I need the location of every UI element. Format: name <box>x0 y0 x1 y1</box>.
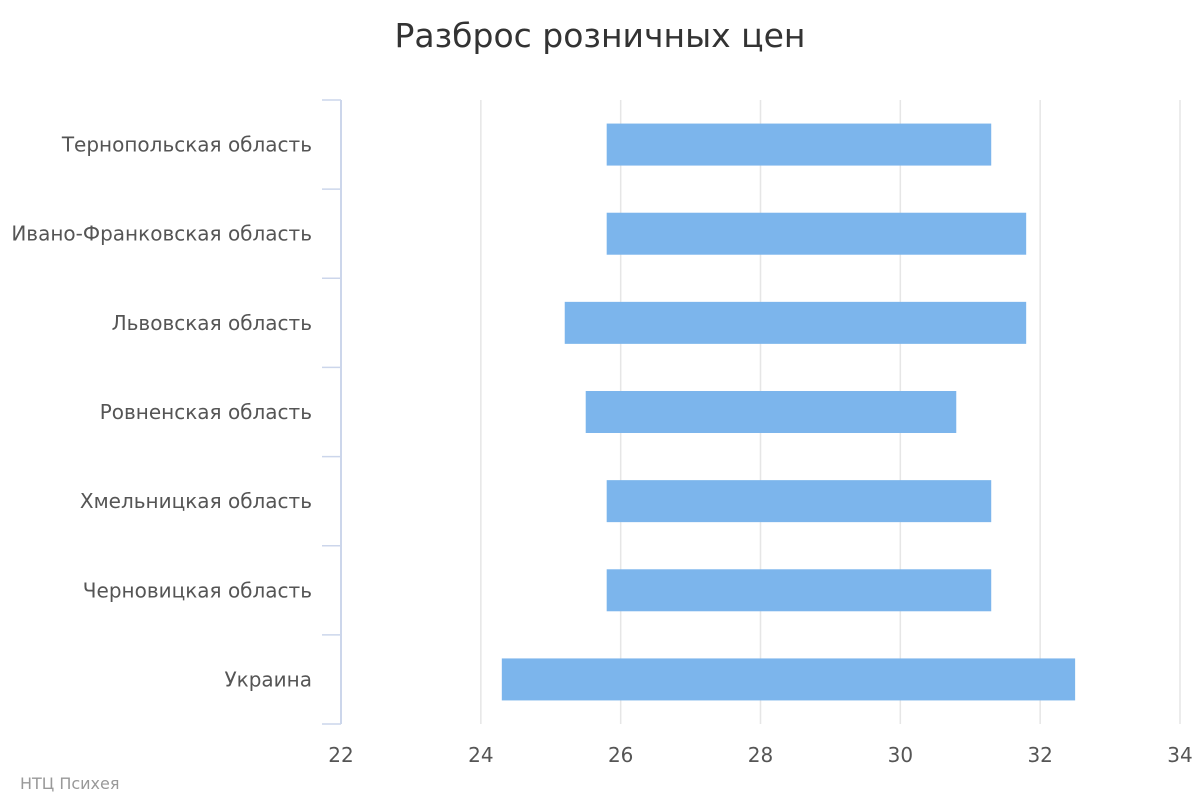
range-bar[interactable] <box>501 658 1076 701</box>
category-label: Ровненская область <box>100 400 312 424</box>
x-tick-label: 34 <box>1167 743 1192 767</box>
range-bar[interactable] <box>606 212 1027 255</box>
bar-series <box>501 123 1076 701</box>
category-label: Черновицкая область <box>83 578 312 602</box>
category-label: Ивано-Франковская область <box>11 222 312 246</box>
x-axis-tick-labels: 22 24 26 28 30 32 34 <box>328 743 1192 767</box>
x-tick-label: 22 <box>328 743 353 767</box>
range-bar[interactable] <box>606 569 992 612</box>
category-label: Львовская область <box>112 311 312 335</box>
x-tick-label: 32 <box>1027 743 1052 767</box>
range-bar[interactable] <box>585 391 957 433</box>
credits-label[interactable]: НТЦ Психея <box>20 774 120 793</box>
chart-title: Разброс розничных цен <box>395 16 806 55</box>
category-label: Тернопольская область <box>61 133 312 157</box>
x-tick-label: 24 <box>468 743 493 767</box>
category-labels: Тернопольская область Ивано-Франковская о… <box>11 133 312 692</box>
category-label: Украина <box>224 667 312 691</box>
category-axis <box>322 99 342 725</box>
category-label: Хмельницкая область <box>80 489 312 513</box>
range-bar[interactable] <box>606 480 992 523</box>
x-tick-label: 28 <box>748 743 773 767</box>
x-tick-label: 26 <box>608 743 633 767</box>
range-bar[interactable] <box>564 301 1027 344</box>
range-bar[interactable] <box>606 123 992 166</box>
x-tick-label: 30 <box>888 743 913 767</box>
